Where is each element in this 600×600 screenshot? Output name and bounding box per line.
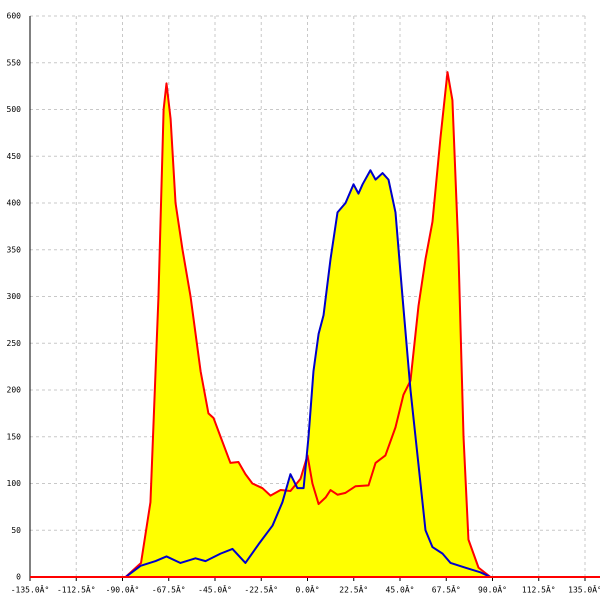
series-line xyxy=(30,169,585,578)
y-tick-label: 600 xyxy=(7,12,22,21)
x-tick-label: 135.0Â° xyxy=(568,584,600,595)
y-tick-label: 550 xyxy=(7,58,22,67)
y-tick-label: 0 xyxy=(16,573,21,582)
area-fill xyxy=(30,72,585,577)
area-fill xyxy=(30,170,585,577)
x-tick-label: 45.0Â° xyxy=(386,584,415,595)
series-line xyxy=(30,71,585,578)
y-tick-label: 300 xyxy=(7,292,22,301)
y-tick-label: 350 xyxy=(7,245,22,254)
x-tick-label: -45.0Â° xyxy=(198,584,232,595)
y-tick-label: 50 xyxy=(11,526,21,535)
y-tick-label: 150 xyxy=(7,432,22,441)
x-tick-label: 112.5Â° xyxy=(522,584,556,595)
x-tick-label: -112.5Â° xyxy=(57,584,96,595)
x-tick-label: -90.0Â° xyxy=(106,584,140,595)
x-tick-label: -135.0Â° xyxy=(11,584,50,595)
y-tick-label: 500 xyxy=(7,105,22,114)
x-tick-label: 0.0Â° xyxy=(295,584,319,595)
x-tick-label: -22.5Â° xyxy=(244,584,278,595)
x-tick-label: 22.5Â° xyxy=(339,584,368,595)
y-tick-label: 100 xyxy=(7,479,22,488)
x-tick-label: -67.5Â° xyxy=(152,584,186,595)
x-tick-label: 90.0Â° xyxy=(478,584,507,595)
y-tick-label: 400 xyxy=(7,199,22,208)
y-tick-label: 200 xyxy=(7,386,22,395)
y-tick-label: 450 xyxy=(7,152,22,161)
y-tick-label: 250 xyxy=(7,339,22,348)
x-tick-label: 67.5Â° xyxy=(432,584,461,595)
